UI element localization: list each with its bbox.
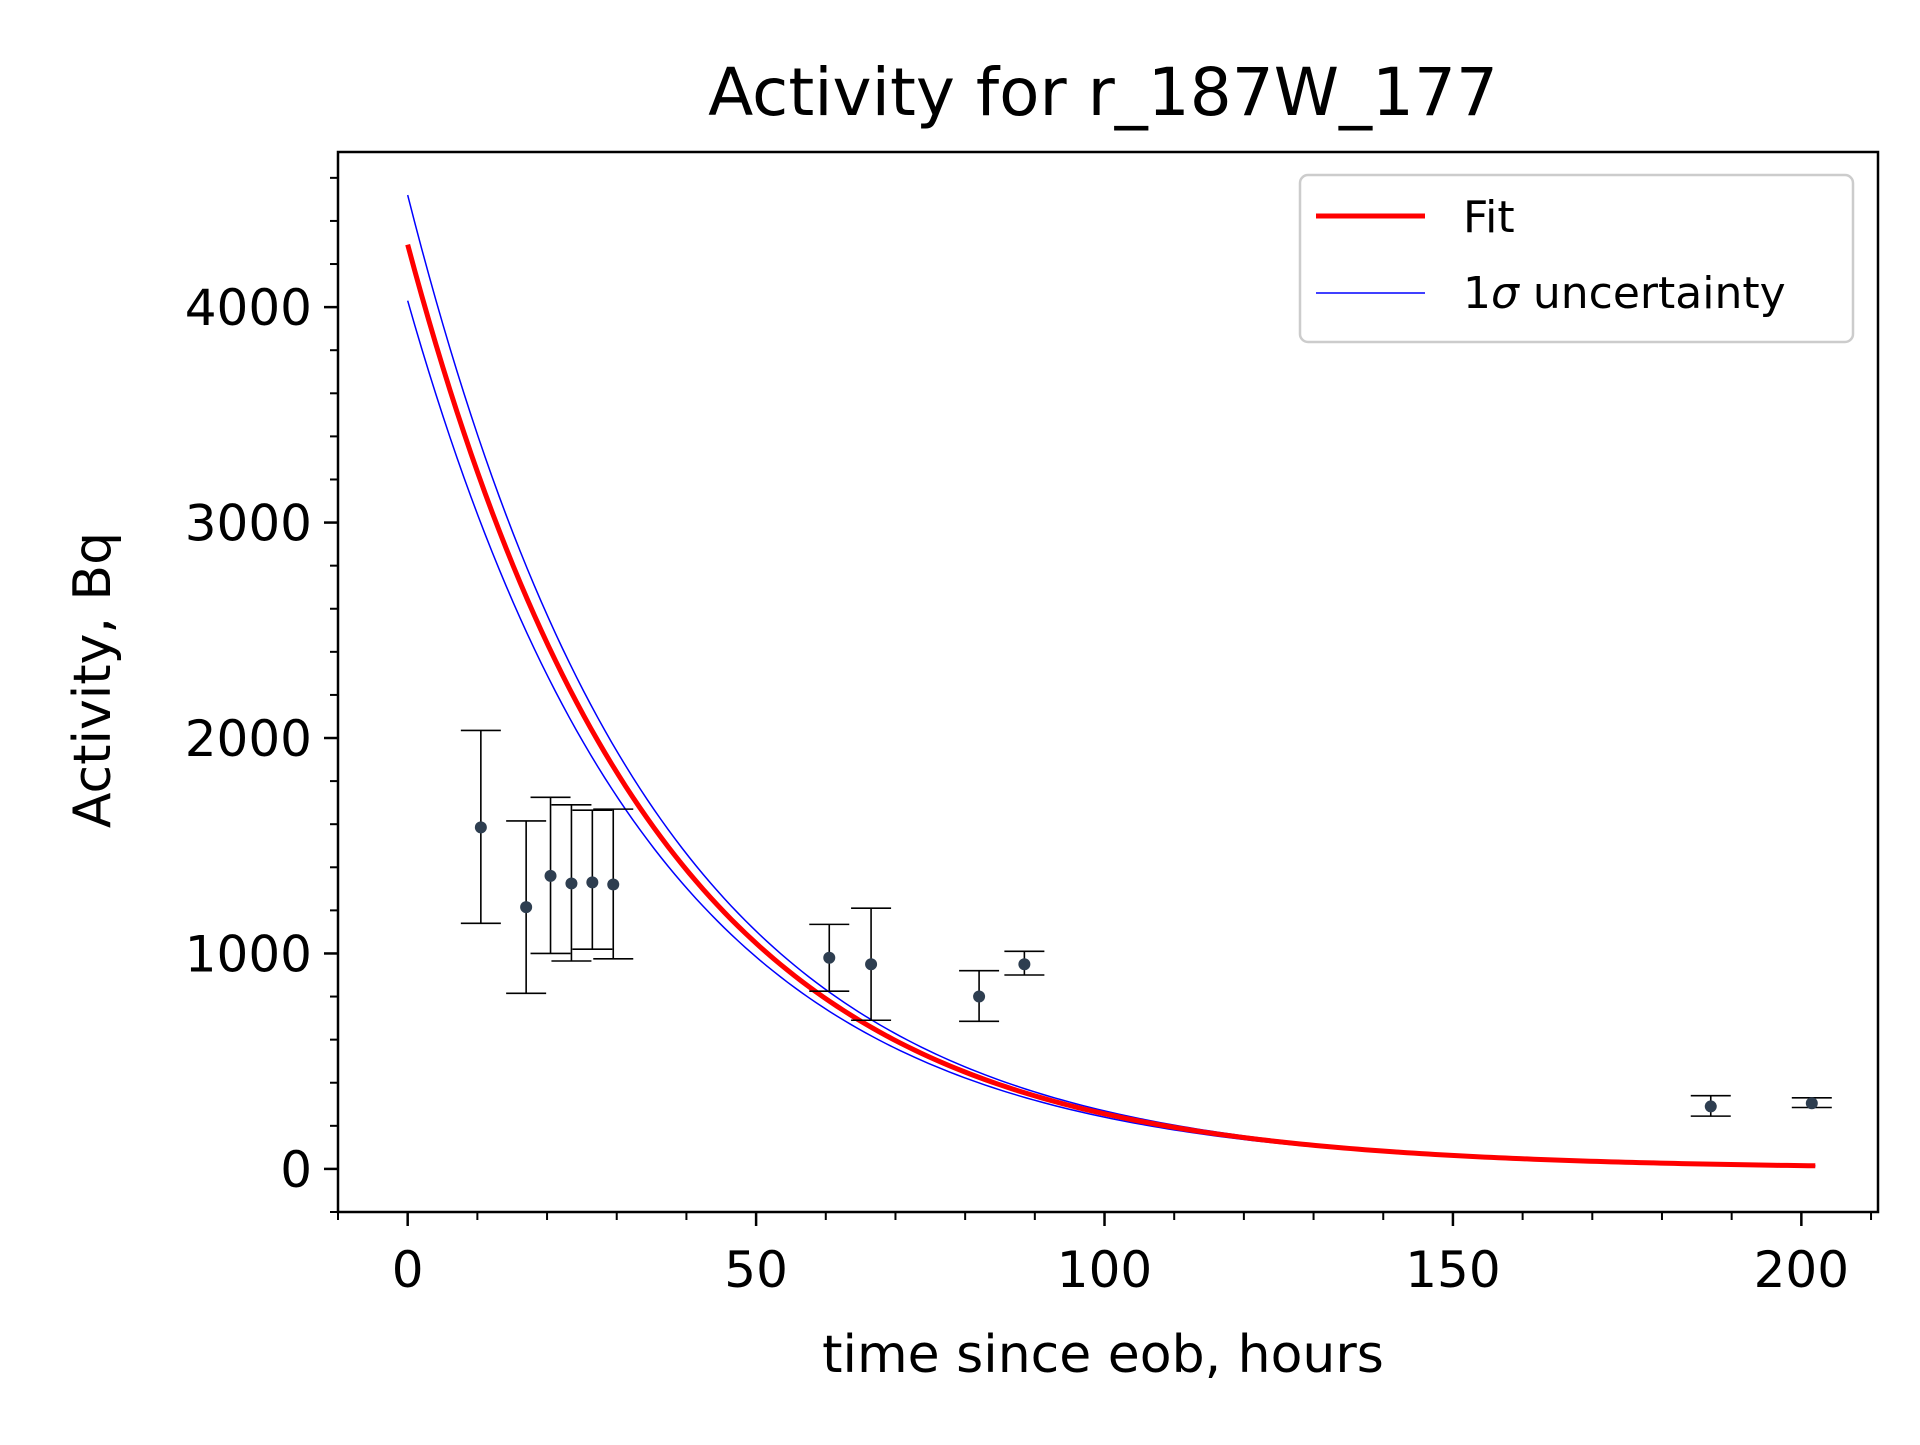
data-point-group <box>809 923 850 992</box>
x-axis-label: time since eob, hours <box>822 1325 1384 1385</box>
legend-fit-label: Fit <box>1463 192 1515 243</box>
y-tick-label: 4000 <box>185 279 312 337</box>
data-point-group <box>1004 950 1045 976</box>
data-point-group <box>1690 1094 1731 1117</box>
y-tick-label: 2000 <box>185 710 312 768</box>
legend: Fit 1σ uncertainty <box>1298 173 1855 344</box>
data-point <box>1805 1097 1818 1110</box>
x-tick-label: 50 <box>724 1241 788 1299</box>
legend-uncertainty-label: 1σ uncertainty <box>1463 268 1786 319</box>
plot-frame <box>336 150 1880 1214</box>
data-point <box>865 958 878 971</box>
data-point <box>520 901 533 914</box>
data-point <box>474 821 487 834</box>
data-point <box>973 990 986 1003</box>
data-point-group <box>593 808 634 960</box>
x-tick-label: 150 <box>1405 1241 1500 1299</box>
data-point <box>565 877 578 890</box>
data-point <box>586 876 599 889</box>
data-point-group <box>959 969 1000 1023</box>
data-point-group <box>551 804 592 962</box>
data-point <box>823 951 836 964</box>
legend-frame <box>1298 173 1855 344</box>
legend-uncertainty-sigma: σ <box>1491 268 1520 319</box>
data-point <box>1704 1100 1717 1113</box>
data-point-group <box>506 820 547 995</box>
chart-title: Activity for r_187W_177 <box>708 54 1498 131</box>
legend-uncertainty-prefix: 1 <box>1463 268 1491 319</box>
y-tick-label: 1000 <box>185 925 312 983</box>
y-tick-label: 0 <box>280 1141 312 1199</box>
data-point-group <box>460 729 501 925</box>
x-tick-label: 100 <box>1057 1241 1152 1299</box>
x-tick-label: 0 <box>392 1241 424 1299</box>
data-point-group <box>530 796 571 955</box>
data-point <box>544 869 557 882</box>
data-point-group <box>572 809 613 950</box>
data-point-group <box>851 907 892 1022</box>
data-point <box>1018 958 1031 971</box>
y-tick-label: 3000 <box>185 495 312 553</box>
fit-line <box>405 243 1816 1169</box>
y-axis-label: Activity, Bq <box>63 532 123 828</box>
legend-uncertainty-suffix: uncertainty <box>1519 268 1786 319</box>
x-tick-label: 200 <box>1754 1241 1849 1299</box>
data-point-group <box>1791 1097 1832 1110</box>
data-point <box>607 878 620 891</box>
